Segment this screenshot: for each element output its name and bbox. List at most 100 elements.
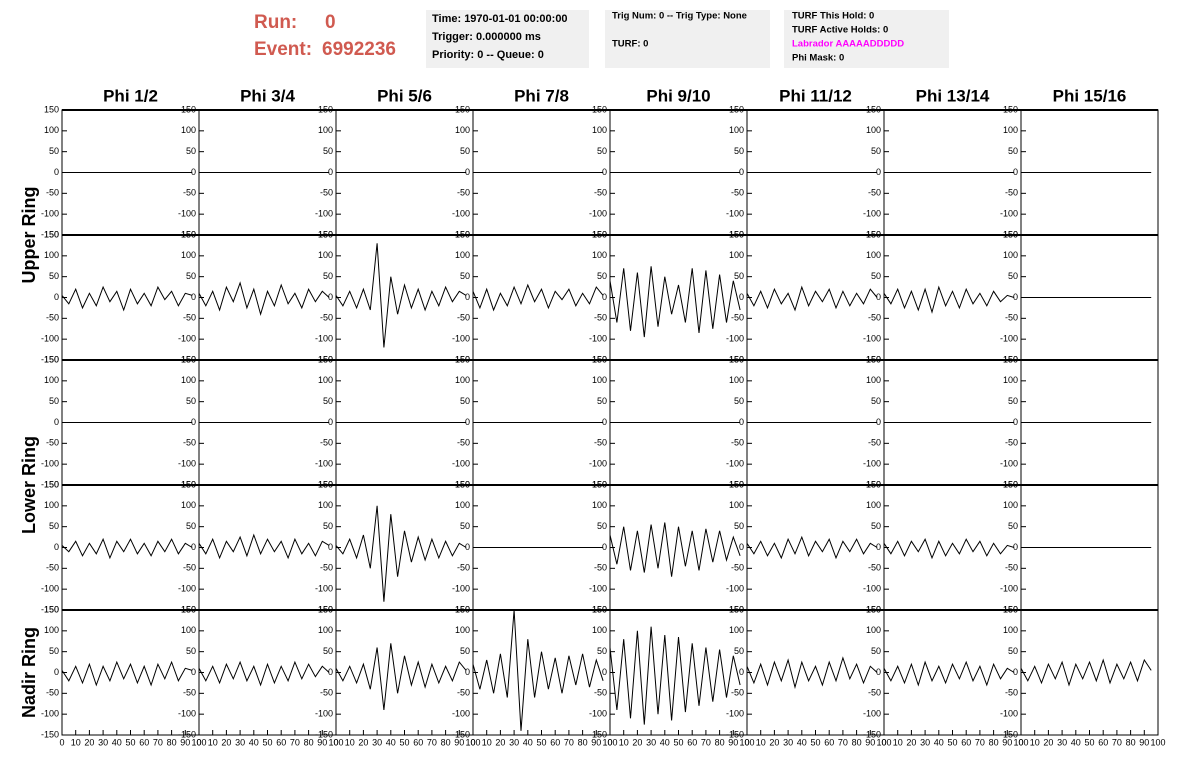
x-tick-label: 40 xyxy=(112,737,122,747)
y-tick-label: -150 xyxy=(41,354,59,364)
x-tick-label: 0 xyxy=(333,737,338,747)
waveform xyxy=(609,266,741,338)
column-header: Phi 7/8 xyxy=(514,86,569,105)
y-tick-label: 100 xyxy=(455,125,470,135)
y-tick-label: 100 xyxy=(592,250,607,260)
y-tick-label: 100 xyxy=(44,375,59,385)
y-tick-label: 0 xyxy=(54,167,59,177)
x-tick-label: 80 xyxy=(715,737,725,747)
y-tick-label: 0 xyxy=(191,167,196,177)
y-tick-label: 0 xyxy=(1013,667,1018,677)
waveform xyxy=(198,281,330,317)
y-tick-label: -50 xyxy=(868,188,881,198)
y-tick-label: 50 xyxy=(871,521,881,531)
y-tick-label: -100 xyxy=(41,334,59,344)
x-tick-label: 60 xyxy=(139,737,149,747)
x-tick-label: 80 xyxy=(1126,737,1136,747)
x-tick-label: 60 xyxy=(687,737,697,747)
x-tick-label: 90 xyxy=(1002,737,1012,747)
y-tick-label: 0 xyxy=(1013,167,1018,177)
x-tick-label: 10 xyxy=(893,737,903,747)
x-tick-label: 20 xyxy=(358,737,368,747)
y-tick-label: 100 xyxy=(181,625,196,635)
y-tick-label: -50 xyxy=(46,438,59,448)
x-tick-label: 90 xyxy=(865,737,875,747)
info-line: TURF This Hold: 0 xyxy=(792,11,874,22)
y-tick-label: 150 xyxy=(44,104,59,114)
y-tick-label: -100 xyxy=(589,459,607,469)
y-tick-label: 100 xyxy=(455,250,470,260)
column-header: Phi 11/12 xyxy=(779,86,852,105)
y-tick-label: 0 xyxy=(739,417,744,427)
y-tick-label: 0 xyxy=(328,292,333,302)
x-tick-label: 40 xyxy=(934,737,944,747)
x-tick-label: 80 xyxy=(578,737,588,747)
x-tick-label: 100 xyxy=(876,737,891,747)
y-tick-label: 0 xyxy=(54,417,59,427)
y-tick-label: -50 xyxy=(320,688,333,698)
y-tick-label: 50 xyxy=(597,396,607,406)
y-tick-label: -50 xyxy=(731,438,744,448)
y-tick-label: 150 xyxy=(729,604,744,614)
info-line: Priority: 0 -- Queue: 0 xyxy=(432,49,544,61)
y-tick-label: -100 xyxy=(178,584,196,594)
y-tick-label: 100 xyxy=(44,500,59,510)
y-tick-label: 100 xyxy=(455,375,470,385)
y-tick-label: 50 xyxy=(460,271,470,281)
y-tick-label: 50 xyxy=(734,271,744,281)
waveform xyxy=(883,285,1015,314)
waveform xyxy=(1020,658,1152,687)
waveform xyxy=(883,660,1015,687)
y-tick-label: -150 xyxy=(178,729,196,739)
x-tick-label: 0 xyxy=(1018,737,1023,747)
y-tick-label: -100 xyxy=(1000,584,1018,594)
y-tick-label: 50 xyxy=(1008,271,1018,281)
info-line: TURF: 0 xyxy=(612,39,648,50)
y-tick-label: 100 xyxy=(181,250,196,260)
x-tick-label: 0 xyxy=(744,737,749,747)
y-tick-label: 50 xyxy=(460,396,470,406)
y-tick-label: 150 xyxy=(866,229,881,239)
y-tick-label: -100 xyxy=(726,709,744,719)
x-tick-label: 70 xyxy=(290,737,300,747)
y-tick-label: 50 xyxy=(186,271,196,281)
y-tick-label: -100 xyxy=(863,209,881,219)
y-tick-label: 150 xyxy=(866,354,881,364)
y-tick-label: 50 xyxy=(1008,521,1018,531)
x-tick-label: 20 xyxy=(769,737,779,747)
y-tick-label: -50 xyxy=(457,188,470,198)
x-tick-label: 0 xyxy=(59,737,64,747)
panel-frame xyxy=(1020,609,1159,736)
y-tick-label: 150 xyxy=(592,104,607,114)
x-tick-label: 30 xyxy=(372,737,382,747)
y-tick-label: 50 xyxy=(597,146,607,156)
x-tick-label: 0 xyxy=(607,737,612,747)
y-tick-label: 150 xyxy=(44,354,59,364)
x-tick-label: 60 xyxy=(824,737,834,747)
y-tick-label: 0 xyxy=(465,167,470,177)
y-tick-label: 150 xyxy=(729,479,744,489)
y-tick-label: 0 xyxy=(191,542,196,552)
y-tick-label: 0 xyxy=(191,667,196,677)
y-tick-label: 100 xyxy=(181,500,196,510)
y-tick-label: 100 xyxy=(592,500,607,510)
y-tick-label: 100 xyxy=(866,375,881,385)
y-tick-label: -150 xyxy=(863,729,881,739)
y-tick-label: -50 xyxy=(457,313,470,323)
y-tick-label: -100 xyxy=(726,459,744,469)
x-tick-label: 30 xyxy=(509,737,519,747)
y-tick-label: 0 xyxy=(876,292,881,302)
y-tick-label: 100 xyxy=(455,500,470,510)
y-tick-label: 150 xyxy=(592,354,607,364)
x-tick-label: 20 xyxy=(495,737,505,747)
y-tick-label: 150 xyxy=(181,479,196,489)
y-tick-label: 150 xyxy=(44,479,59,489)
waveform xyxy=(335,643,467,711)
x-tick-label: 20 xyxy=(1043,737,1053,747)
info-line: Trig Num: 0 -- Trig Type: None xyxy=(612,11,747,22)
y-tick-label: 0 xyxy=(876,542,881,552)
y-tick-label: -150 xyxy=(41,604,59,614)
y-tick-label: -50 xyxy=(320,313,333,323)
waveform xyxy=(198,533,330,560)
y-tick-label: 100 xyxy=(318,375,333,385)
